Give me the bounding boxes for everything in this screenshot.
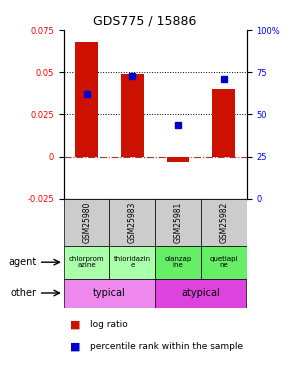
Text: GSM25982: GSM25982 [219,202,228,243]
Text: typical: typical [93,288,126,298]
Text: other: other [10,288,36,298]
Bar [64,279,155,308]
Text: GSM25981: GSM25981 [173,202,182,243]
Text: GDS775 / 15886: GDS775 / 15886 [93,15,197,28]
Bar [155,199,201,246]
Text: chlorprom
azine: chlorprom azine [69,256,104,268]
Text: agent: agent [8,257,36,267]
Text: atypical: atypical [182,288,220,298]
Bar [201,246,246,279]
Bar [75,42,98,157]
Text: ■: ■ [70,320,80,329]
Bar [64,246,110,279]
Bar [110,246,155,279]
Text: thioridazin
e: thioridazin e [114,256,151,268]
Text: quetiapi
ne: quetiapi ne [209,256,238,268]
Text: GSM25980: GSM25980 [82,202,91,243]
Text: olanzap
ine: olanzap ine [164,256,192,268]
Text: GSM25983: GSM25983 [128,202,137,243]
Bar [155,279,246,308]
Text: log ratio: log ratio [90,320,128,329]
Text: percentile rank within the sample: percentile rank within the sample [90,342,243,351]
Bar [155,246,201,279]
Bar [201,199,246,246]
Bar [212,89,235,157]
Bar [64,199,110,246]
Bar [166,157,189,162]
Text: ■: ■ [70,342,80,352]
Bar [121,74,144,157]
Bar [110,199,155,246]
